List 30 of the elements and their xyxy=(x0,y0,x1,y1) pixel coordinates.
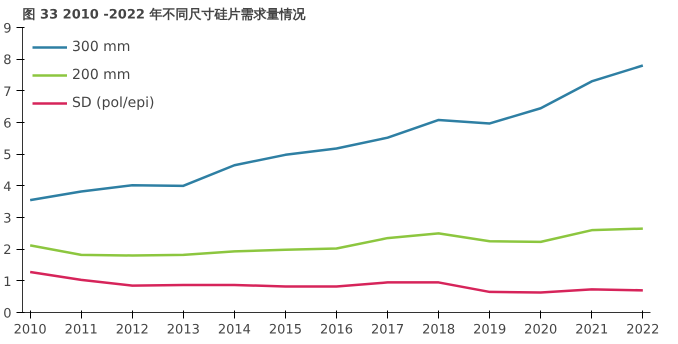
chart-title: 图 33 2010 -2022 年不同尺寸硅片需求量情况 xyxy=(22,6,306,22)
x-tick-label: 2017 xyxy=(371,322,404,338)
line-series xyxy=(28,270,644,294)
x-tick-label: 2022 xyxy=(626,322,660,338)
x-tick-label: 2016 xyxy=(320,322,354,338)
x-tick-label: 2014 xyxy=(218,322,251,338)
legend-label: SD (pol/epi) xyxy=(72,95,154,111)
x-tick-label: 2020 xyxy=(524,322,558,338)
line-series xyxy=(28,227,644,257)
y-tick-label: 6 xyxy=(3,116,12,132)
y-tick-label: 0 xyxy=(3,306,12,322)
legend-label: 200 mm xyxy=(72,67,130,83)
x-tick-label: 2018 xyxy=(422,322,456,338)
y-tick-label: 5 xyxy=(3,148,12,164)
y-tick-label: 2 xyxy=(3,243,12,258)
x-tick-label: 2013 xyxy=(166,322,200,338)
x-tick-label: 2015 xyxy=(268,322,302,338)
x-tick-label: 2021 xyxy=(575,322,608,338)
y-tick-label: 1 xyxy=(3,274,12,290)
y-tick-label: 8 xyxy=(3,53,12,68)
y-tick-label: 4 xyxy=(3,180,12,195)
y-tick-label: 3 xyxy=(3,212,12,226)
line-series xyxy=(28,64,644,202)
x-tick-label: 2010 xyxy=(14,322,47,338)
y-tick-label: 7 xyxy=(3,84,12,100)
legend-label: 300 mm xyxy=(72,39,130,55)
y-tick-label: 9 xyxy=(3,22,12,36)
x-tick-label: 2019 xyxy=(473,322,506,338)
x-tick-label: 2012 xyxy=(116,322,149,338)
x-tick-label: 2011 xyxy=(64,322,98,338)
